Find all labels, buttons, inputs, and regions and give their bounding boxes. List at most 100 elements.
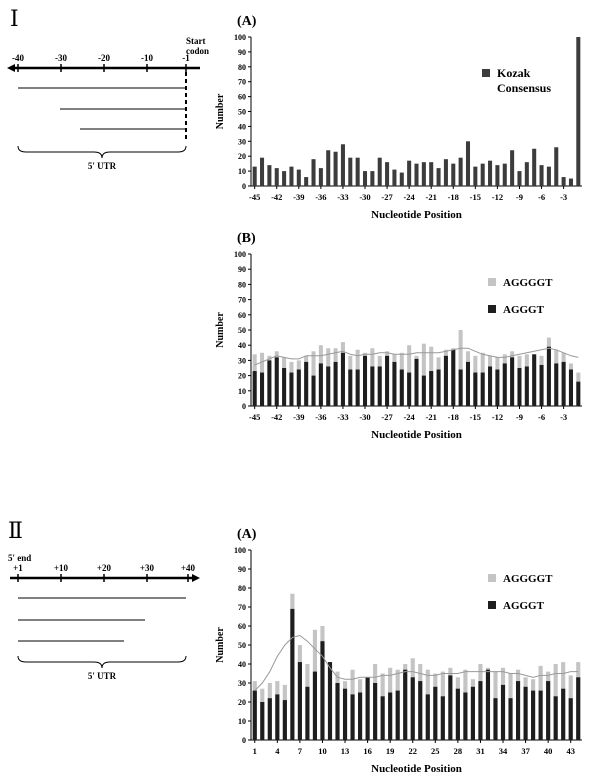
bar-agggt [312,671,318,740]
x-tick-label: 28 [454,746,463,756]
bar-agggt [425,694,430,740]
trend-line [254,347,579,366]
y-axis-label: Number [215,93,226,129]
y-tick-label: 70 [238,296,246,305]
x-tick-label: -30 [359,412,370,422]
x-tick-label: -33 [337,412,348,422]
start-codon-label-line1: Start [186,36,206,46]
bar-agggt [508,698,513,740]
bar-kozak-consensus [554,147,559,186]
bar-kozak-consensus [377,157,382,186]
legend-swatch [488,601,496,609]
bar-kozak-consensus [392,169,397,186]
bar-agggt [289,372,294,406]
x-tick-label: -12 [492,412,503,422]
x-tick-label: -36 [315,412,326,422]
bar-agggt [495,369,500,406]
x-tick-label: -18 [448,412,459,422]
bar-agggt [267,360,272,406]
bar-agggt [399,369,404,406]
bar-agggt [373,683,378,740]
ruler-two-tick-label: +1 [13,563,23,573]
bar-agggt [561,361,566,406]
x-tick-label: -3 [560,412,567,422]
x-tick-label: -45 [249,412,260,422]
x-tick-label: -27 [381,412,393,422]
bar-agggt [440,696,445,740]
y-tick-label: 0 [242,182,246,191]
x-tick-label: -9 [516,192,523,202]
bar-agggt [576,381,581,406]
bar-agggt [561,688,566,740]
y-tick-label: 60 [238,622,246,631]
bar-agggt [480,372,485,406]
bar-agggt [515,681,521,740]
x-tick-label: -45 [249,192,260,202]
legend-swatch [488,305,496,313]
x-tick-label: -39 [293,412,304,422]
x-tick-label: 40 [544,746,553,756]
bar-kozak-consensus [304,177,309,186]
bar-kozak-consensus [510,150,515,186]
bar-agggt [252,371,257,406]
bar-agggt [568,698,573,740]
bar-kozak-consensus [260,157,265,186]
ruler-one-tick-label: -40 [12,53,24,63]
bar-kozak-consensus [443,159,448,186]
section-one-schematic: Ⅰ Start codon -40 -30 -20 -10 -1 5′ UTR [7,6,209,171]
bar-kozak-consensus [517,171,522,186]
bar-kozak-consensus [252,166,257,186]
y-tick-label: 80 [238,63,246,72]
x-tick-label: -18 [448,192,459,202]
bar-agggt [473,372,478,406]
bar-kozak-consensus [267,165,272,186]
y-tick-label: 20 [238,698,246,707]
section-one-roman: Ⅰ [10,6,19,31]
x-tick-label: 10 [318,746,327,756]
bar-agggt [370,366,375,406]
bar-kozak-consensus [436,168,441,186]
legend-label: AGGGT [503,304,545,316]
bar-agggt [377,366,382,406]
bar-agggt [350,694,355,740]
bar-agggt [532,354,537,406]
y-axis-label: Number [215,312,226,348]
bar-kozak-consensus [546,166,551,186]
bar-kozak-consensus [282,171,287,186]
bar-agggt [348,369,353,406]
y-axis-label: Number [215,627,226,663]
x-tick-label: -42 [271,412,282,422]
bar-agggt [290,608,295,740]
bar-kozak-consensus [465,141,471,186]
bar-agggt [517,368,522,406]
x-tick-label: -24 [403,412,415,422]
x-tick-label: -36 [315,192,326,202]
ruler-two-arrowhead [192,574,200,582]
bar-kozak-consensus [532,148,537,186]
y-tick-label: 40 [238,122,246,131]
ruler-one-tick-label: -20 [98,53,110,63]
x-tick-label: -39 [293,192,304,202]
bar-agggt [355,369,360,406]
bar-agggt [296,369,301,406]
utr-label-two: 5′ UTR [88,671,117,681]
ruler-one-arrowhead [7,64,15,72]
bar-kozak-consensus [458,157,463,186]
bar-agggt [311,375,316,406]
bar-kozak-consensus [362,171,368,186]
panel-label: (B) [237,231,256,246]
bar-kozak-consensus [370,171,375,186]
bar-agggt [523,686,528,740]
x-tick-label: 43 [566,746,575,756]
y-tick-label: 10 [238,387,246,396]
x-tick-label: -6 [538,192,545,202]
y-tick-label: 10 [238,717,246,726]
section-two-roman: Ⅱ [8,518,23,543]
y-tick-label: 80 [238,280,246,289]
legend-swatch [488,278,496,286]
bar-agggt [451,349,456,406]
ruler-one-tick-label: -10 [141,53,153,63]
x-axis-label: Nucleotide Position [371,429,462,441]
ruler-two-tick-label: +10 [54,563,69,573]
x-axis-label: Nucleotide Position [371,763,462,775]
